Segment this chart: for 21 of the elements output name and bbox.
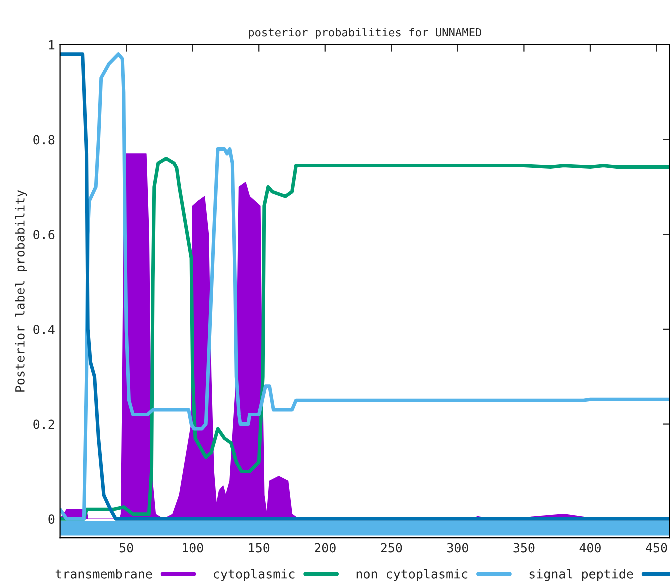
legend-label: transmembrane xyxy=(56,569,152,579)
y-axis-title: Posterior label probability xyxy=(15,190,28,392)
y-tick-label: 0.6 xyxy=(34,230,55,240)
legend-label: non cytoplasmic xyxy=(356,569,468,582)
x-tick-label: 50 xyxy=(120,543,134,553)
x-tick-label: 350 xyxy=(514,543,535,553)
legend-label: signal peptide xyxy=(530,569,634,582)
y-tick-label: 0.2 xyxy=(34,420,54,430)
x-tick-label: 100 xyxy=(183,543,204,553)
x-tick-label: 400 xyxy=(580,543,601,553)
legend-label: cytoplasmic xyxy=(214,569,295,582)
y-tick-label: 0.4 xyxy=(34,324,55,334)
x-tick-label: 250 xyxy=(381,543,402,553)
x-tick-label: 450 xyxy=(646,543,668,553)
chart-title: posterior probabilities for UNNAMED xyxy=(249,28,482,39)
x-tick-label: 150 xyxy=(249,543,270,553)
y-tick-label: 0.8 xyxy=(34,135,55,145)
y-tick-label: 0 xyxy=(48,514,55,524)
x-tick-label: 300 xyxy=(447,543,468,553)
x-tick-label: 200 xyxy=(315,543,336,553)
y-tick-label: 1 xyxy=(49,40,55,50)
